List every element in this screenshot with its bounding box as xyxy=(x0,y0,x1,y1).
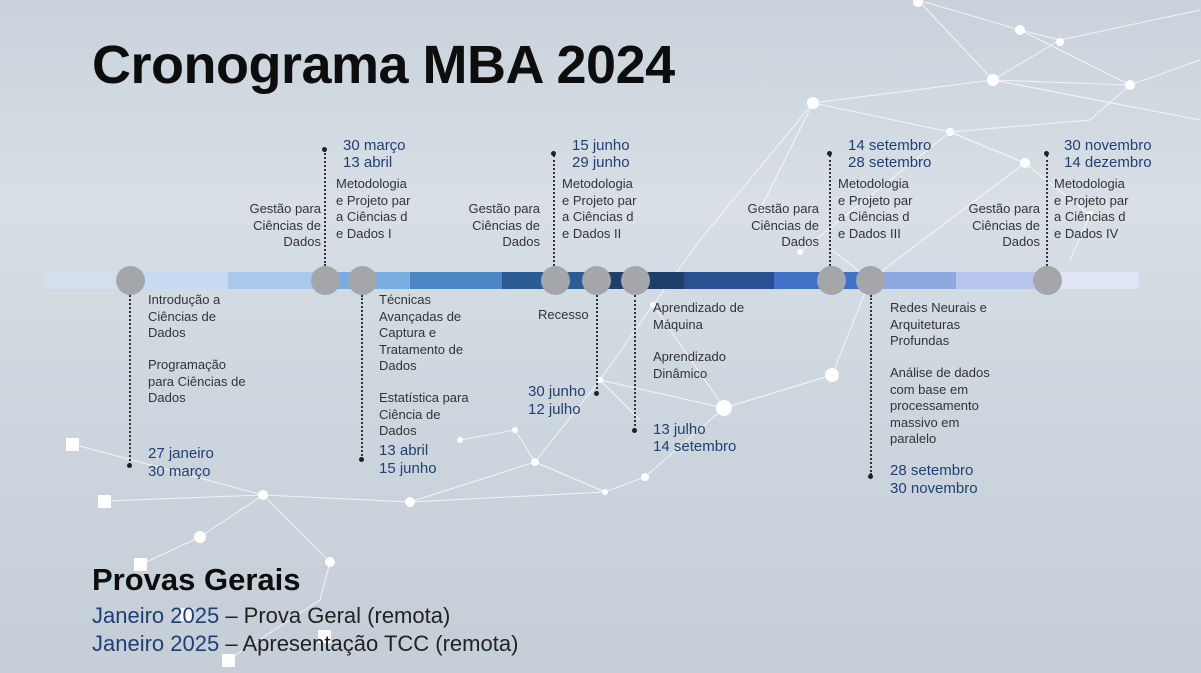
date-start: 14 setembro xyxy=(848,137,932,154)
prova-date: Janeiro 2025 xyxy=(92,631,220,656)
course-redes-neurais: Redes Neurais e Arquiteturas Profundas xyxy=(890,300,987,348)
date-end: 29 junho xyxy=(572,154,630,171)
date-start: 30 junho xyxy=(528,383,586,400)
date-start: 28 setembro xyxy=(890,462,974,479)
date-end: 28 setembro xyxy=(848,154,932,171)
date-end: 14 dezembro xyxy=(1064,154,1152,171)
course-tecnicas: Técnicas Avançadas de Captura e Tratamen… xyxy=(379,292,464,373)
recesso-label: Recesso xyxy=(538,307,589,322)
connector-dot xyxy=(632,428,637,433)
page-title: Cronograma MBA 2024 xyxy=(92,35,675,95)
date-end: 13 abril xyxy=(343,154,393,171)
date-start: 13 julho xyxy=(653,421,706,438)
connector-line xyxy=(361,295,363,460)
date-end: 30 novembro xyxy=(890,480,978,497)
connector-line xyxy=(829,155,831,266)
course-analise-dados: Análise de dados com base em processamen… xyxy=(890,365,990,446)
prova-item: Janeiro 2025 – Apresentação TCC (remota) xyxy=(92,631,518,657)
date-start: 13 abril xyxy=(379,442,429,459)
bar-segment xyxy=(956,272,1048,289)
milestone-marker xyxy=(1033,266,1062,295)
connector-line xyxy=(129,295,131,465)
course-programacao: Programação para Ciências de Dados xyxy=(148,357,246,405)
bar-segment xyxy=(228,272,318,289)
course-gestao-1: Gestão para Ciências de Dados xyxy=(249,201,321,249)
bar-segment xyxy=(684,272,774,289)
date-end: 12 julho xyxy=(528,401,581,418)
bar-segment xyxy=(410,272,502,289)
milestone-marker xyxy=(541,266,570,295)
connector-line xyxy=(553,155,555,266)
connector-dot xyxy=(551,151,556,156)
course-estatistica: Estatística para Ciência de Dados xyxy=(379,390,469,438)
bar-segment xyxy=(130,272,228,289)
milestone-marker xyxy=(817,266,846,295)
milestone-marker xyxy=(311,266,340,295)
bar-segment xyxy=(1048,272,1139,289)
course-metodologia-3: Metodologia e Projeto para Ciências de D… xyxy=(838,176,913,241)
bar-segment xyxy=(866,272,956,289)
prova-date: Janeiro 2025 xyxy=(92,603,220,628)
connector-dot xyxy=(827,151,832,156)
milestone-marker xyxy=(856,266,885,295)
milestone-marker xyxy=(348,266,377,295)
course-metodologia-1: Metodologia e Projeto para Ciências de D… xyxy=(336,176,411,241)
course-metodologia-2: Metodologia e Projeto para Ciências de D… xyxy=(562,176,637,241)
connector-line xyxy=(634,295,636,430)
date-start: 30 março xyxy=(343,137,406,154)
connector-dot xyxy=(868,474,873,479)
milestone-marker xyxy=(582,266,611,295)
connector-dot xyxy=(1044,151,1049,156)
milestone-marker xyxy=(621,266,650,295)
course-gestao-3: Gestão para Ciências de Dados xyxy=(747,201,819,249)
date-end: 30 março xyxy=(148,463,211,480)
course-aprendizado-maquina: Aprendizado de Máquina xyxy=(653,300,745,332)
course-aprendizado-dinamico: Aprendizado Dinâmico xyxy=(653,349,726,381)
date-start: 27 janeiro xyxy=(148,445,214,462)
connector-line xyxy=(324,150,326,266)
course-gestao-2: Gestão para Ciências de Dados xyxy=(468,201,540,249)
date-start: 15 junho xyxy=(572,137,630,154)
connector-line xyxy=(1046,155,1048,266)
connector-dot xyxy=(359,457,364,462)
prova-text: – Apresentação TCC (remota) xyxy=(219,631,519,656)
date-end: 14 setembro xyxy=(653,438,737,455)
connector-dot xyxy=(594,391,599,396)
connector-line xyxy=(870,295,872,475)
course-gestao-4: Gestão para Ciências de Dados xyxy=(968,201,1040,249)
provas-title: Provas Gerais xyxy=(92,562,301,597)
bar-segment xyxy=(45,272,130,289)
prova-item: Janeiro 2025 – Prova Geral (remota) xyxy=(92,603,450,629)
milestone-marker xyxy=(116,266,145,295)
date-start: 30 novembro xyxy=(1064,137,1152,154)
date-end: 15 junho xyxy=(379,460,437,477)
prova-text: – Prova Geral (remota) xyxy=(219,603,451,628)
course-intro: Introdução a Ciências de Dados xyxy=(148,292,221,340)
course-metodologia-4: Metodologia e Projeto para Ciências de D… xyxy=(1054,176,1129,241)
connector-line xyxy=(596,295,598,393)
connector-dot xyxy=(322,147,327,152)
connector-dot xyxy=(127,463,132,468)
